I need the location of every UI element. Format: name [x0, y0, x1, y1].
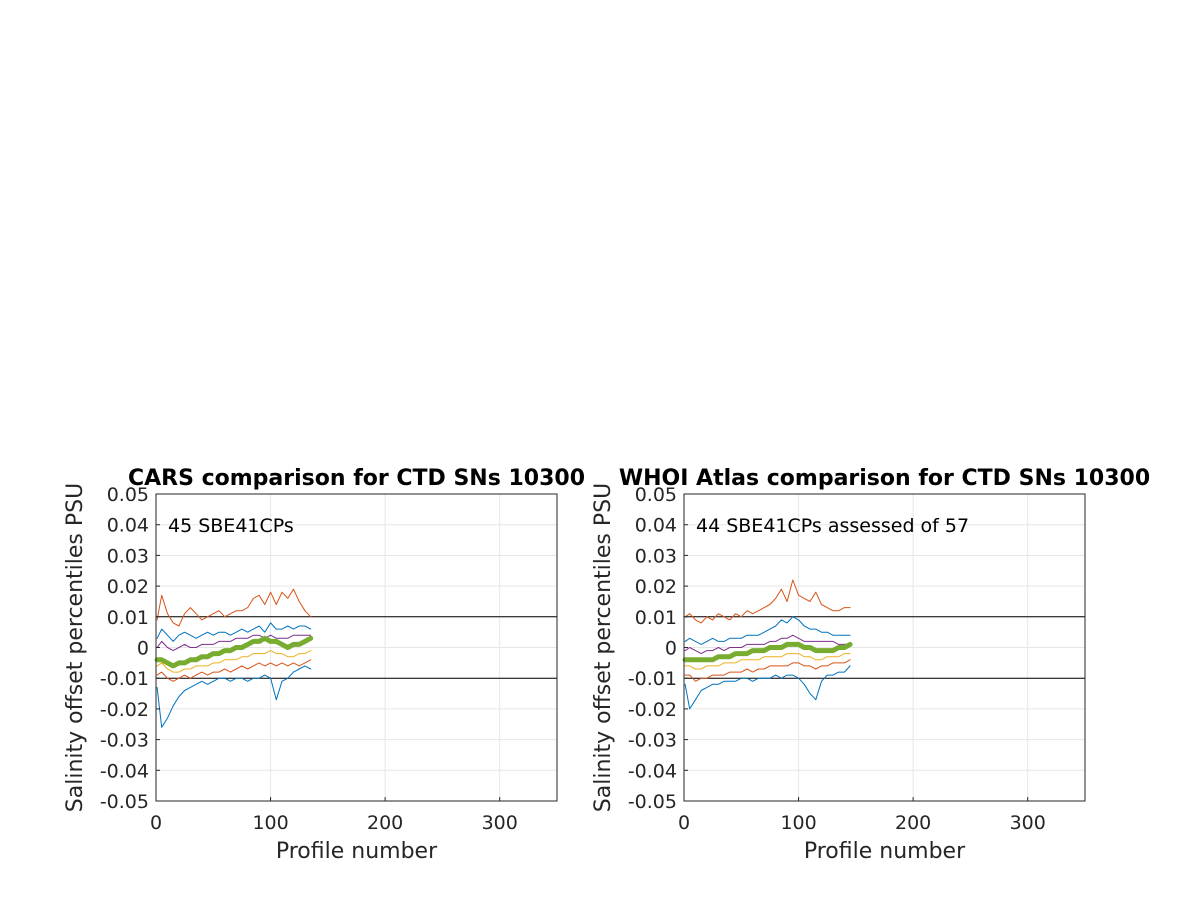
- y-tick-label: 0.02: [635, 576, 677, 598]
- series-line-1: [156, 588, 312, 627]
- y-tick-label: -0.05: [100, 791, 149, 813]
- y-tick-label: -0.03: [628, 730, 677, 752]
- count-annotation: 45 SBE41CPs: [168, 515, 294, 537]
- series-line-6: [156, 659, 312, 682]
- y-tick-label: 0.03: [107, 545, 149, 567]
- chart-title: CARS comparison for CTD SNs 10300: [128, 466, 585, 491]
- y-tick-label: 0.04: [107, 515, 149, 537]
- y-tick-label: -0.04: [100, 760, 149, 782]
- series-line-6: [684, 659, 851, 682]
- series-group: [682, 579, 853, 710]
- series-line-5: [684, 653, 851, 670]
- y-tick-label: -0.01: [100, 668, 149, 690]
- y-tick-label: -0.05: [628, 791, 677, 813]
- count-annotation: 44 SBE41CPs assessed of 57: [696, 515, 969, 537]
- series-line-7: [156, 665, 312, 728]
- y-tick-label: 0.01: [107, 607, 149, 629]
- series-line-1: [684, 579, 851, 624]
- x-tick-label: 100: [780, 812, 816, 834]
- y-tick-label: -0.02: [628, 699, 677, 721]
- y-tick-label: 0.05: [635, 484, 677, 506]
- y-axis-label: Salinity offset percentiles PSU: [591, 483, 616, 812]
- y-tick-label: -0.04: [628, 760, 677, 782]
- x-tick-label: 300: [1010, 812, 1046, 834]
- series-line-2: [684, 616, 851, 645]
- series-line-3: [684, 634, 851, 655]
- y-tick-label: -0.03: [100, 730, 149, 752]
- chart-panel-1: 0 100 200 300 -0.05 -0.04 -0.03 -0.02 -0.01 0 0.01…: [63, 466, 585, 864]
- y-tick-label: -0.02: [100, 699, 149, 721]
- x-tick-label: 200: [895, 812, 931, 834]
- series-group: [154, 588, 314, 728]
- series-line-4: [682, 641, 853, 663]
- y-tick-label: 0: [137, 638, 149, 660]
- x-axis-label: Profile number: [276, 839, 438, 864]
- x-tick-label: 0: [150, 812, 162, 834]
- series-line-7: [684, 665, 851, 710]
- y-tick-label: -0.01: [628, 668, 677, 690]
- x-tick-label: 0: [678, 812, 690, 834]
- y-axis-label: Salinity offset percentiles PSU: [63, 483, 88, 812]
- y-tick-label: 0.05: [107, 484, 149, 506]
- y-tick-label: 0.01: [635, 607, 677, 629]
- series-line-3: [156, 634, 312, 652]
- x-tick-label: 100: [252, 812, 288, 834]
- x-axis-label: Profile number: [804, 839, 966, 864]
- y-tick-label: 0.03: [635, 545, 677, 567]
- series-line-5: [156, 650, 312, 673]
- chart-panel-2: 0 100 200 300 -0.05 -0.04 -0.03 -0.02 -0.01 0 0.01…: [591, 466, 1150, 864]
- chart-title: WHOI Atlas comparison for CTD SNs 10300: [619, 466, 1150, 491]
- y-tick-label: 0.04: [635, 515, 677, 537]
- y-tick-label: 0: [665, 638, 677, 660]
- y-tick-label: 0.02: [107, 576, 149, 598]
- x-tick-label: 200: [367, 812, 403, 834]
- series-line-2: [156, 622, 312, 642]
- series-line-4: [154, 635, 314, 669]
- x-tick-label: 300: [482, 812, 518, 834]
